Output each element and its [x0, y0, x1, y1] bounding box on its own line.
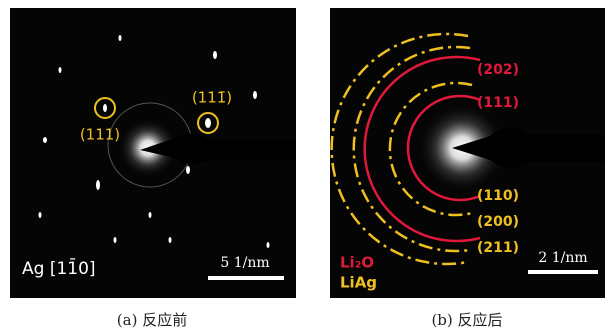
scale-label: 2 1/nm — [538, 250, 587, 266]
figure-canvas: (111) (111̄) Ag [11̄0] 5 1/nm (202) (111… — [0, 0, 611, 333]
panel-a: (111) (111̄) Ag [11̄0] 5 1/nm — [10, 8, 296, 298]
ring-label: (200) — [477, 214, 519, 230]
scale-bar — [528, 270, 598, 274]
ring-label: (211) — [477, 240, 519, 256]
legend-entry: LiAg — [340, 274, 377, 292]
ring-label: (202) — [477, 62, 519, 78]
miller-label: (111̄) — [192, 89, 232, 107]
caption: (a) 反应前 — [117, 311, 187, 329]
scale-label: 5 1/nm — [220, 255, 269, 271]
ring-label: (111) — [477, 95, 519, 111]
zone-axis: Ag [11̄0] — [22, 257, 96, 279]
scale-bar — [208, 276, 284, 280]
figure: (111) (111̄) Ag [11̄0] 5 1/nm (202) (111… — [0, 0, 611, 333]
ring-label: (110) — [477, 188, 519, 204]
panel-b: (202) (111) (110) (200) (211) Li₂O LiAg … — [330, 8, 605, 298]
miller-label: (111) — [80, 126, 120, 144]
caption: (b) 反应后 — [431, 311, 502, 329]
legend-entry: Li₂O — [340, 254, 374, 272]
